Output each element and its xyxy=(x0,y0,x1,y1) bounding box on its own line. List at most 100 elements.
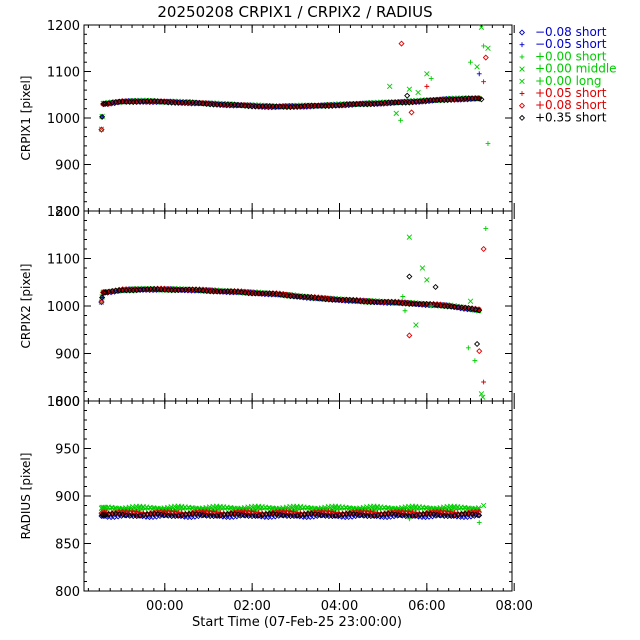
x-tick-label: 02:00 xyxy=(233,599,270,614)
outlier-point xyxy=(406,86,413,92)
point--0.35-short xyxy=(119,511,126,518)
outlier-point xyxy=(474,340,481,348)
point--0.08-short xyxy=(171,510,179,517)
legend: −0.08 short−0.05 short+0.00 short+0.00 m… xyxy=(518,25,617,124)
point--0.08-short xyxy=(241,288,248,295)
point--0.08-short xyxy=(161,509,168,516)
point--0.35-short xyxy=(311,511,318,518)
outlier-point xyxy=(476,348,483,355)
point--0.35-short xyxy=(193,510,200,518)
point--0.08-short xyxy=(437,301,444,308)
outlier-point xyxy=(393,110,399,117)
point--0.08-short xyxy=(164,509,172,516)
point--0.08-short xyxy=(364,297,371,304)
outlier-point xyxy=(398,40,405,47)
point--0.08-short xyxy=(130,510,137,517)
outlier-point xyxy=(428,303,434,309)
point--0.35-short xyxy=(203,512,210,519)
point--0.08-short xyxy=(373,298,380,306)
legend-marker xyxy=(518,29,526,36)
point--0.08-short xyxy=(206,287,213,294)
plot-frame xyxy=(83,24,513,212)
y-tick-label: 800 xyxy=(55,205,80,220)
x-tick-label: 08:00 xyxy=(495,599,532,614)
point--0.35-short xyxy=(200,100,207,107)
y-tick-label: 800 xyxy=(55,395,80,410)
panels: 800 900 1000 1100 1200 CRPIX1 [pixel] 800 900 10… xyxy=(19,19,533,614)
point--0.35-short xyxy=(476,307,483,314)
legend-marker xyxy=(518,114,526,121)
point--0.35-short xyxy=(472,511,479,518)
point--0.35-short xyxy=(392,299,399,306)
point--0.35-short xyxy=(273,290,280,297)
point--0.08-short xyxy=(248,510,255,517)
point--0.08-short xyxy=(248,289,255,296)
y-tick-label: 900 xyxy=(55,490,80,505)
point--0.35-short xyxy=(123,512,130,519)
point--0.08-short xyxy=(475,509,483,516)
point--0.35-short xyxy=(161,98,168,106)
outlier-point xyxy=(476,71,482,77)
point--0.35-short xyxy=(430,511,437,518)
point--0.35-short xyxy=(350,297,357,304)
point--0.08-short xyxy=(168,510,175,517)
point--0.35-short xyxy=(280,292,287,299)
point--0.08-short xyxy=(123,509,130,516)
legend-marker xyxy=(519,78,525,85)
outlier-point xyxy=(465,345,471,351)
point--0.35-short xyxy=(427,301,434,308)
point--0.35-short xyxy=(280,512,287,519)
legend-marker xyxy=(519,91,525,96)
legend-marker xyxy=(519,66,525,72)
outlier-point xyxy=(481,43,487,49)
point--0.08-short xyxy=(406,300,413,307)
point--0.08-short xyxy=(325,510,332,517)
point--0.35-short xyxy=(196,287,203,294)
point--0.05-short xyxy=(99,114,105,120)
outlier-point xyxy=(480,394,486,400)
chart-title: 20250208 CRPIX1 / CRPIX2 / RADIUS xyxy=(157,3,432,21)
scatter-points xyxy=(98,502,487,525)
point--0.08-short xyxy=(245,289,252,296)
point--0.35-short xyxy=(437,302,444,309)
x-tick-label: 06:00 xyxy=(408,599,445,614)
point--0.35-short xyxy=(322,296,329,303)
point--0.35-short xyxy=(100,511,107,519)
point--0.08-short xyxy=(203,509,210,516)
point--0.08-short xyxy=(406,510,413,517)
legend-marker xyxy=(519,54,525,60)
point--0.08-short xyxy=(219,288,226,295)
plot-frame xyxy=(83,400,513,592)
point--0.08-short xyxy=(357,297,364,304)
point--0.08-short xyxy=(98,298,105,305)
point--0.35-short xyxy=(469,511,476,518)
y-tick-label: 1200 xyxy=(47,205,80,220)
point--0.08-short xyxy=(357,509,364,516)
point--0.35-short xyxy=(231,510,238,517)
outlier-point xyxy=(402,308,408,314)
point--0.35-short xyxy=(308,294,315,301)
outlier-point xyxy=(398,117,404,123)
point--0.08-short xyxy=(283,291,290,298)
outlier-point xyxy=(419,265,426,271)
outlier-point xyxy=(415,89,421,96)
panel-crpix2: 800 900 1000 1100 1200 CRPIX2 [pixel] xyxy=(19,205,515,410)
outlier-point xyxy=(476,520,482,525)
outlier-point xyxy=(406,234,413,240)
y-tick-label: 900 xyxy=(55,159,80,174)
point--0.35-short xyxy=(99,113,106,120)
outlier-point xyxy=(478,24,485,31)
point--0.35-short xyxy=(193,99,200,106)
point--0.08-short xyxy=(98,126,105,133)
point--0.35-short xyxy=(203,100,210,108)
point--0.35-short xyxy=(311,294,318,301)
point--0.35-short xyxy=(434,511,441,518)
y-tick-label: 1200 xyxy=(47,19,80,34)
point--0.08-short xyxy=(322,295,329,302)
point--0.35-short xyxy=(430,301,437,308)
point--0.35-short xyxy=(100,289,107,296)
point--0.08-short xyxy=(318,509,325,516)
point--0.35-short xyxy=(392,511,399,518)
point--0.08-short xyxy=(441,509,448,516)
point--0.35-short xyxy=(99,294,106,301)
